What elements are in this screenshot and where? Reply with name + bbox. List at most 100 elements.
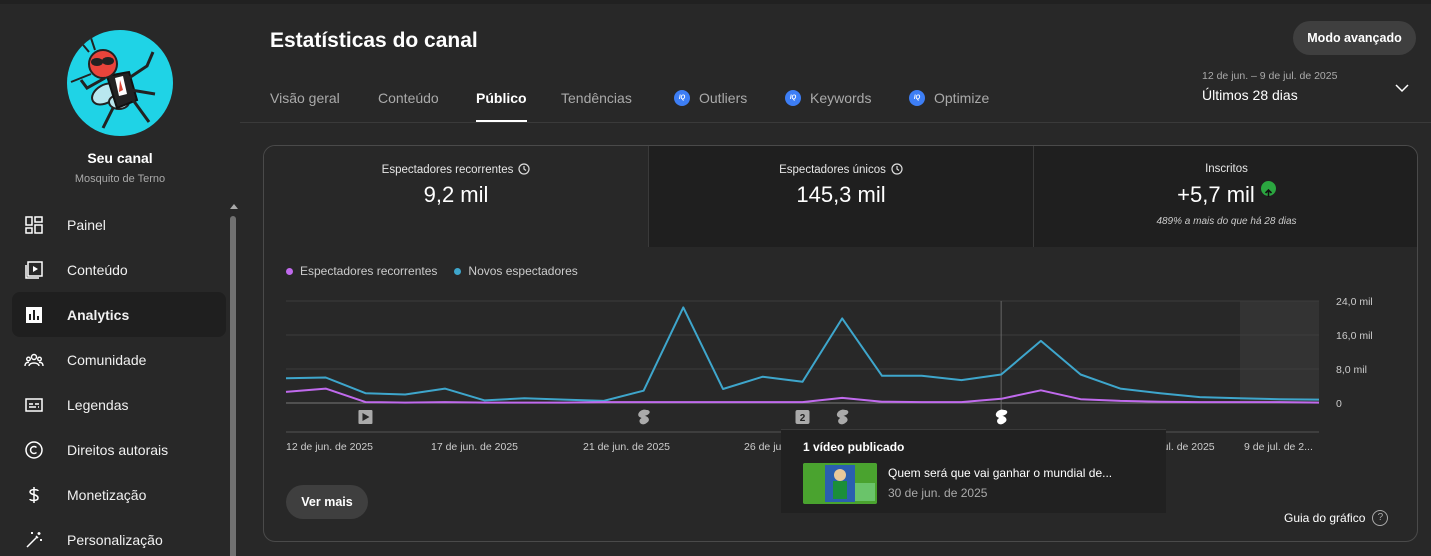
- tab-outliers[interactable]: Outliers: [674, 80, 747, 122]
- x-tick-label: 17 de jun. de 2025: [431, 441, 518, 453]
- chart-guide-link[interactable]: Guia do gráfico?: [1284, 510, 1389, 526]
- sidebar-item-label: Comunidade: [67, 351, 147, 368]
- tooltip-video-title[interactable]: Quem será que vai ganhar o mundial de...: [888, 466, 1113, 480]
- sidebar-item-label: Direitos autorais: [67, 441, 169, 458]
- sidebar-item-analytics[interactable]: Analytics: [12, 292, 226, 337]
- sidebar: Seu canal Mosquito de Terno Painel Conte…: [0, 0, 240, 556]
- scroll-thumb[interactable]: [230, 216, 236, 556]
- magic-wand-icon: [26, 531, 42, 548]
- metric-label: Espectadores únicos: [649, 163, 1033, 176]
- metric-unique-viewers[interactable]: Espectadores únicos 145,3 mil: [648, 146, 1033, 247]
- community-icon: [24, 353, 44, 366]
- channel-avatar[interactable]: [67, 30, 173, 136]
- metric-value: 9,2 mil: [423, 182, 489, 207]
- legend-item: Novos espectadores: [454, 264, 578, 278]
- tab-publico[interactable]: Público: [476, 80, 527, 122]
- tab-label: Tendências: [561, 90, 632, 106]
- tab-label: Outliers: [699, 90, 748, 106]
- series-line-0: [285, 387, 1320, 404]
- tooltip-title: 1 vídeo publicado: [803, 440, 905, 454]
- sidebar-scrollbar[interactable]: [229, 204, 238, 556]
- tab-label: Público: [476, 90, 527, 106]
- sidebar-item-label: Analytics: [67, 306, 130, 323]
- sidebar-item-label: Painel: [67, 216, 106, 233]
- audience-card: Espectadores recorrentes 9,2 mil Especta…: [263, 145, 1418, 542]
- vidiq-icon: [785, 90, 801, 106]
- legend-label: Novos espectadores: [468, 264, 578, 278]
- clock-icon: [891, 163, 903, 175]
- scroll-up-icon[interactable]: [230, 204, 238, 209]
- analytics-icon: [26, 306, 42, 323]
- shorts-icon: [836, 409, 849, 425]
- count-badge-icon: [795, 410, 810, 424]
- partial-day-shade: [1240, 301, 1319, 403]
- mosquito-logo-icon: [70, 37, 156, 129]
- sidebar-item-personalizacao[interactable]: Personalização: [12, 517, 226, 556]
- tab-optimize[interactable]: Optimize: [909, 80, 989, 122]
- published-video-tooltip: 1 vídeo publicado Quem será que vai ganh…: [781, 429, 1166, 513]
- guide-label: Guia do gráfico: [1284, 511, 1366, 525]
- legend-item: Espectadores recorrentes: [286, 264, 437, 278]
- metric-note: 489% a mais do que há 28 dias: [1156, 216, 1297, 227]
- video-thumbnail[interactable]: [803, 463, 877, 504]
- dollar-icon: [29, 486, 39, 503]
- metric-value: 145,3 mil: [796, 182, 886, 207]
- y-tick-label: 24,0 mil: [1336, 296, 1373, 308]
- tab-label: Keywords: [810, 90, 872, 106]
- chevron-down-icon[interactable]: [1394, 82, 1410, 94]
- tab-keywords[interactable]: Keywords: [785, 80, 871, 122]
- x-tick-label: 9 de jul. de 2...: [1244, 441, 1313, 453]
- sidebar-item-label: Legendas: [67, 396, 129, 413]
- date-range-text[interactable]: 12 de jun. – 9 de jul. de 2025: [1202, 70, 1338, 82]
- sidebar-item-conteudo[interactable]: Conteúdo: [12, 247, 226, 292]
- legend-label: Espectadores recorrentes: [300, 264, 438, 278]
- y-tick-label: 0: [1336, 398, 1342, 410]
- clock-icon: [518, 163, 530, 175]
- tab-visao-geral[interactable]: Visão geral: [270, 80, 340, 122]
- tab-conteudo[interactable]: Conteúdo: [378, 80, 439, 122]
- sidebar-item-label: Conteúdo: [67, 261, 128, 278]
- sidebar-item-monetizacao[interactable]: Monetização: [12, 472, 226, 517]
- legend-dot: [286, 267, 293, 275]
- help-icon: ?: [1372, 510, 1389, 526]
- shorts-icon: [638, 409, 650, 425]
- channel-title: Seu canal: [87, 150, 153, 166]
- shorts-icon: [995, 409, 1008, 425]
- tab-tendencias[interactable]: Tendências: [561, 80, 632, 122]
- y-tick-label: 8,0 mil: [1336, 364, 1367, 376]
- sidebar-item-label: Monetização: [67, 486, 147, 503]
- sidebar-item-comunidade[interactable]: Comunidade: [12, 337, 226, 382]
- arrow-up-icon: [1260, 181, 1276, 197]
- chart-legend: Espectadores recorrentes Novos espectado…: [286, 264, 595, 278]
- series-line-1: [285, 306, 1320, 402]
- metric-returning-viewers[interactable]: Espectadores recorrentes 9,2 mil: [264, 146, 648, 247]
- tab-label: Optimize: [934, 90, 990, 106]
- channel-name: Mosquito de Terno: [74, 173, 166, 185]
- play-icon: [362, 413, 370, 421]
- vidiq-icon: [909, 90, 925, 106]
- x-tick-label: 12 de jun. de 2025: [286, 441, 373, 453]
- see-more-button[interactable]: Ver mais: [286, 485, 368, 519]
- tab-label: Visão geral: [270, 90, 340, 106]
- tab-label: Conteúdo: [378, 90, 439, 106]
- sidebar-item-label: Personalização: [67, 531, 163, 548]
- sidebar-nav: Painel Conteúdo Analytics Comunidade Leg…: [12, 202, 226, 556]
- date-range-label[interactable]: Últimos 28 dias: [1202, 87, 1298, 103]
- content-icon: [25, 260, 43, 279]
- vidiq-icon: [674, 90, 690, 106]
- metric-label: Espectadores recorrentes: [264, 163, 648, 176]
- tooltip-video-date: 30 de jun. de 2025: [888, 486, 988, 500]
- metric-subscribers[interactable]: Inscritos +5,7 mil 489% a mais do que há…: [1033, 146, 1417, 247]
- metric-label: Inscritos: [1205, 163, 1248, 175]
- tab-divider: [240, 122, 1431, 123]
- sidebar-item-direitos-autorais[interactable]: Direitos autorais: [12, 427, 226, 472]
- sidebar-item-painel[interactable]: Painel: [12, 202, 226, 247]
- sidebar-item-legendas[interactable]: Legendas: [12, 382, 226, 427]
- dashboard-icon: [25, 215, 43, 234]
- advanced-mode-button[interactable]: Modo avançado: [1293, 21, 1416, 55]
- metric-value: +5,7 mil: [1034, 181, 1417, 208]
- x-tick-label: 21 de jun. de 2025: [583, 441, 670, 453]
- top-border: [240, 0, 1431, 4]
- copyright-icon: [25, 440, 43, 459]
- y-tick-label: 16,0 mil: [1336, 330, 1373, 342]
